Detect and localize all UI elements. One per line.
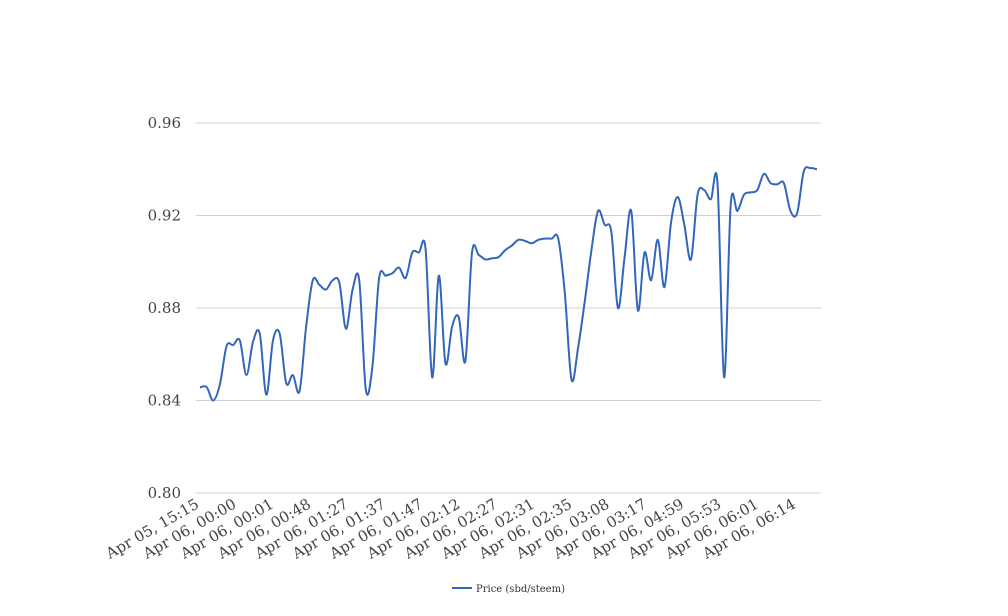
series-group	[199, 166, 818, 402]
y-tick-label: 0.96	[148, 114, 181, 132]
legend: Price (sbd/steem)	[452, 584, 565, 595]
legend-label: Price (sbd/steem)	[476, 584, 565, 595]
y-tick-label: 0.84	[148, 392, 181, 410]
y-gridlines	[196, 122, 821, 494]
y-tick-label: 0.92	[148, 207, 181, 225]
y-tick-label: 0.80	[148, 484, 181, 502]
y-tick-label: 0.88	[148, 299, 181, 317]
y-axis-tick-labels: 0.80 0.84 0.88 0.92 0.96	[148, 114, 181, 502]
series-line-price	[199, 166, 818, 402]
